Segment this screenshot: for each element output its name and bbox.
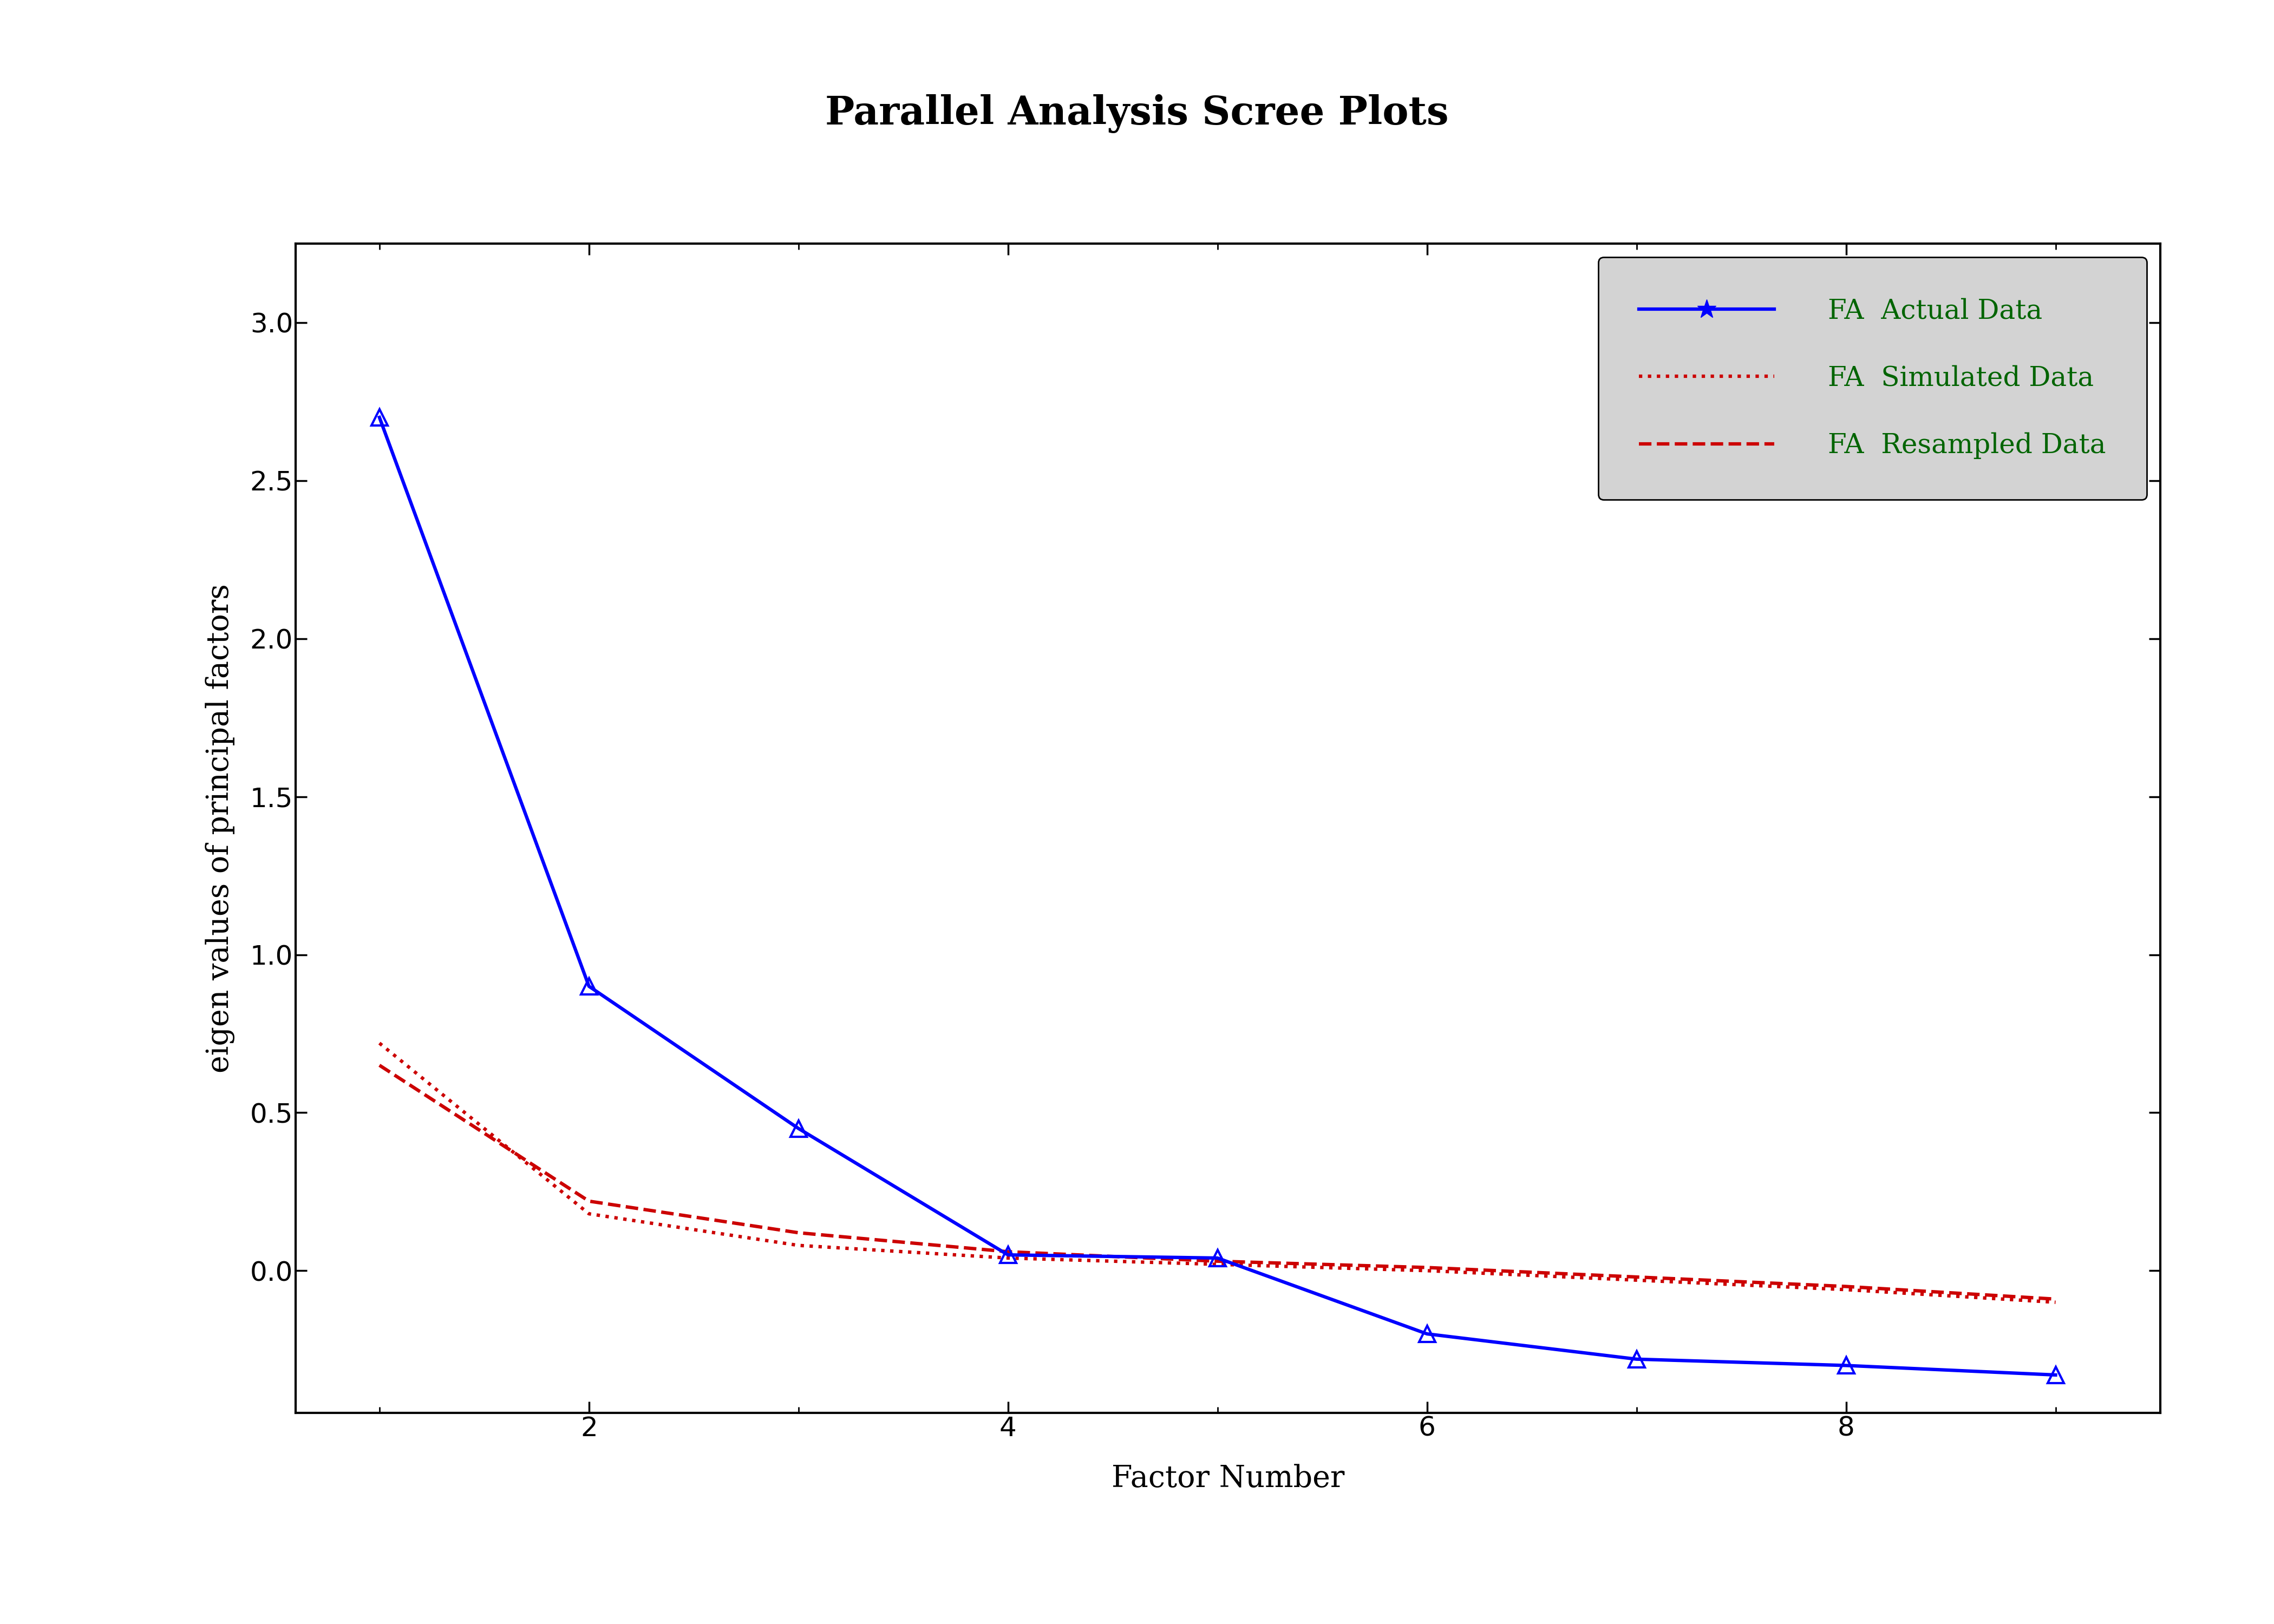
Y-axis label: eigen values of principal factors: eigen values of principal factors	[205, 583, 234, 1073]
X-axis label: Factor Number: Factor Number	[1112, 1465, 1344, 1494]
Legend: FA  Actual Data, FA  Simulated Data, FA  Resampled Data: FA Actual Data, FA Simulated Data, FA Re…	[1599, 257, 2147, 500]
Text: Parallel Analysis Scree Plots: Parallel Analysis Scree Plots	[825, 94, 1449, 133]
